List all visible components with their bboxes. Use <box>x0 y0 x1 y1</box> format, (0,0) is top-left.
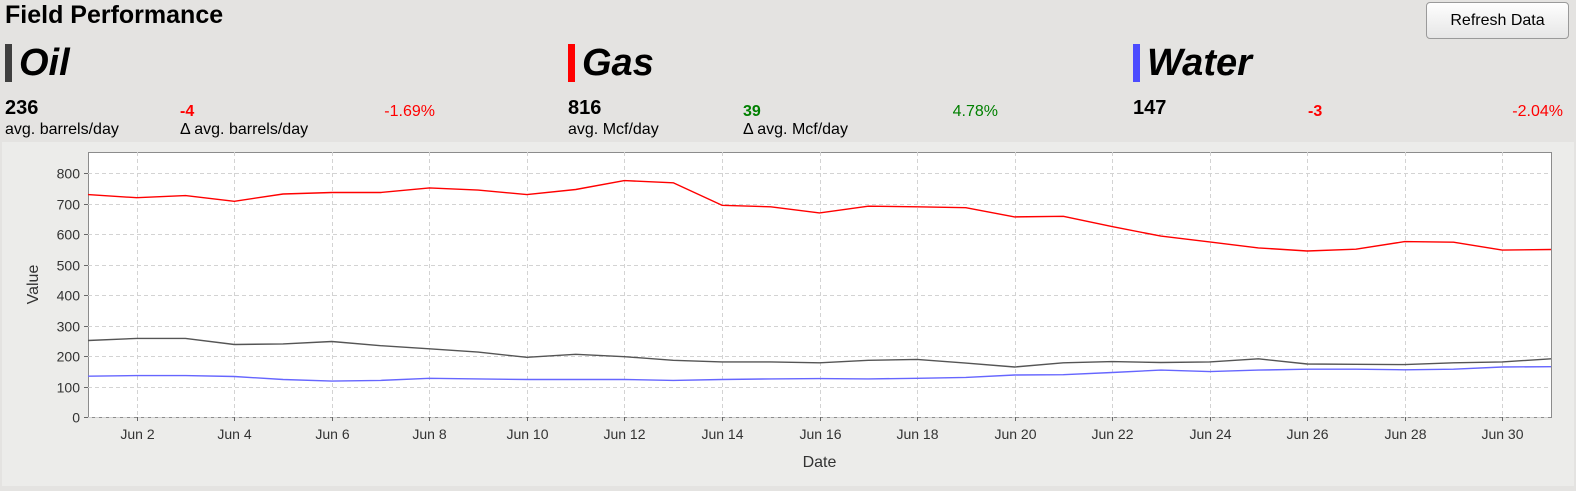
y-tick-label: 400 <box>57 288 81 304</box>
metric-avg-value: 236 <box>5 97 39 119</box>
metric-avg-label: avg. barrels/day <box>5 121 119 138</box>
axes: 0 100 200 300 400 500 600 700 800 Jun 2 Jun 4 Jun 6… <box>57 166 1524 443</box>
y-tick-label: 100 <box>57 380 81 396</box>
metric-delta-percent: 4.78% <box>952 103 998 120</box>
metric-delta-label: Δ avg. barrels/day <box>180 121 309 138</box>
metric-delta-label: Δ avg. Mcf/day <box>743 121 848 138</box>
x-tick-label: Jun 28 <box>1384 426 1426 442</box>
x-tick-label: Jun 12 <box>603 426 645 442</box>
metric-avg-value: 147 <box>1133 97 1167 119</box>
metric-water: Water 147 -3 -2.04% <box>1133 40 1563 140</box>
series-line-1 <box>87 337 1552 368</box>
metric-avg-label: avg. Mcf/day <box>568 121 659 138</box>
x-tick-label: Jun 8 <box>412 426 446 442</box>
chart-panel: 0 100 200 300 400 500 600 700 800 Jun 2 Jun 4 Jun 6… <box>2 142 1574 486</box>
x-tick-label: Jun 6 <box>315 426 349 442</box>
y-tick-label: 300 <box>57 319 81 335</box>
x-axis-label: Date <box>803 454 837 471</box>
gas-color-bar <box>568 44 575 82</box>
y-tick-label: 500 <box>57 258 81 274</box>
metric-avg-value: 816 <box>568 97 602 119</box>
metric-name: Water <box>1147 42 1252 84</box>
series-line-0 <box>87 179 1552 252</box>
oil-color-bar <box>5 44 12 82</box>
y-axis-label: Value <box>25 265 42 305</box>
metric-gas: Gas 816 avg. Mcf/day 39 Δ avg. Mcf/day 4… <box>568 40 998 140</box>
x-tick-label: Jun 26 <box>1286 426 1328 442</box>
page-title: Field Performance <box>5 1 224 29</box>
metric-name: Oil <box>19 42 70 84</box>
y-tick-label: 0 <box>72 410 80 426</box>
metric-delta-value: 39 <box>743 103 761 120</box>
metric-delta-value: -4 <box>180 103 195 120</box>
water-color-bar <box>1133 44 1140 82</box>
metric-name: Gas <box>582 42 654 84</box>
line-chart: 0 100 200 300 400 500 600 700 800 Jun 2 Jun 4 Jun 6… <box>25 152 1552 471</box>
x-tick-label: Jun 30 <box>1481 426 1523 442</box>
metric-oil: Oil 236 avg. barrels/day -4 Δ avg. barre… <box>5 40 435 140</box>
series-line-2 <box>87 366 1552 382</box>
x-tick-label: Jun 14 <box>701 426 743 442</box>
metric-delta-percent: -1.69% <box>384 103 435 120</box>
x-tick-label: Jun 18 <box>896 426 938 442</box>
y-tick-label: 700 <box>57 197 81 213</box>
x-tick-label: Jun 22 <box>1091 426 1133 442</box>
y-tick-label: 200 <box>57 349 81 365</box>
metric-delta-value: -3 <box>1308 103 1323 120</box>
x-tick-label: Jun 4 <box>217 426 251 442</box>
x-tick-label: Jun 10 <box>506 426 548 442</box>
y-tick-label: 600 <box>57 227 81 243</box>
x-tick-label: Jun 16 <box>799 426 841 442</box>
metric-delta-percent: -2.04% <box>1512 103 1563 120</box>
series-lines <box>87 179 1552 382</box>
x-tick-label: Jun 24 <box>1189 426 1231 442</box>
x-tick-label: Jun 2 <box>120 426 154 442</box>
refresh-data-button[interactable]: Refresh Data <box>1426 2 1569 39</box>
x-tick-label: Jun 20 <box>994 426 1036 442</box>
y-tick-label: 800 <box>57 166 81 182</box>
